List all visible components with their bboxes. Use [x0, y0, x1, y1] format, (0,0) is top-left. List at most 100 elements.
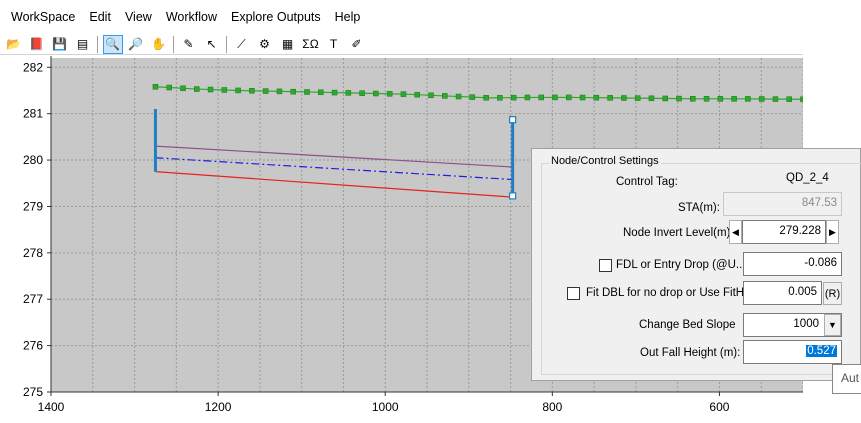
- add-point-icon[interactable]: ✎: [183, 37, 194, 51]
- save-icon[interactable]: 💾: [52, 37, 67, 51]
- toolbar-separator: [173, 35, 174, 53]
- series-line-2: [155, 157, 513, 181]
- series-marker: [731, 96, 737, 102]
- sta-field: 847.53: [723, 192, 842, 216]
- series-marker: [634, 95, 641, 101]
- series-marker: [194, 86, 200, 92]
- series-marker: [717, 96, 724, 102]
- series-marker: [180, 85, 186, 92]
- fit-dbl-label: Fit DBL for no drop or Use FitHt:: [586, 287, 751, 299]
- series-marker: [579, 94, 586, 101]
- series-marker: [262, 88, 269, 94]
- series-marker: [745, 96, 751, 102]
- series-marker: [566, 94, 572, 101]
- series-marker: [359, 90, 365, 96]
- x-tick-label: 1200: [205, 400, 232, 414]
- node-control-settings-panel: Node/Control Settings Control Tag: QD_2_…: [531, 148, 861, 381]
- fdl-label: FDL or Entry Drop (@U...: [616, 259, 746, 271]
- series-marker: [442, 93, 448, 99]
- series-marker: [455, 93, 462, 100]
- series-marker: [290, 88, 296, 95]
- node-settings-icon[interactable]: ⚙: [259, 37, 270, 51]
- layer-pencil-icon[interactable]: ✐: [351, 37, 362, 51]
- fit-dbl-checkbox[interactable]: [567, 287, 580, 300]
- series-marker: [276, 88, 283, 95]
- open-folder-icon[interactable]: 📂: [6, 37, 21, 51]
- chevron-down-icon[interactable]: ▼: [824, 314, 841, 336]
- properties-icon[interactable]: ▤: [76, 37, 89, 51]
- menu-explore-outputs[interactable]: Explore Outputs: [230, 10, 321, 24]
- series-marker: [469, 94, 476, 100]
- series-marker: [304, 89, 310, 95]
- series-marker: [166, 84, 172, 91]
- toolbar: 📂 📕 💾 ▤ 🔍 🔎 ✋ ✎ ↖ ⟋ ⚙ ▦ ΣΩ T ✐: [0, 34, 803, 55]
- control-tag-value: QD_2_4: [786, 172, 829, 184]
- series-marker: [386, 91, 393, 97]
- series-marker: [331, 89, 338, 96]
- fdl-checkbox[interactable]: [599, 259, 612, 272]
- series-marker: [662, 95, 668, 102]
- y-tick-label: 278: [23, 246, 43, 260]
- series-marker: [786, 96, 792, 102]
- y-tick-label: 281: [23, 107, 43, 121]
- series-marker: [772, 96, 779, 102]
- increment-icon[interactable]: ▶: [826, 220, 839, 244]
- r-button[interactable]: (R): [823, 282, 842, 305]
- sta-label: STA(m):: [678, 202, 720, 214]
- series-marker: [676, 95, 682, 102]
- y-tick-label: 276: [23, 339, 43, 353]
- pdf-export-icon[interactable]: 📕: [29, 37, 44, 51]
- zoom-in-icon[interactable]: 🔎: [128, 37, 143, 51]
- profile-line-icon[interactable]: ⟋: [237, 37, 246, 51]
- series-marker: [621, 95, 627, 101]
- series-marker: [758, 96, 765, 102]
- select-arrow-icon[interactable]: ↖: [206, 37, 217, 51]
- out-fall-height-field[interactable]: 0.527: [743, 340, 842, 364]
- series-marker: [207, 86, 214, 93]
- menu-help[interactable]: Help: [334, 10, 361, 24]
- node-control-settings-group: Node/Control Settings Control Tag: QD_2_…: [541, 155, 861, 375]
- node-invert-level-field[interactable]: 279.228: [742, 220, 826, 244]
- series-marker: [703, 96, 710, 102]
- decrement-icon[interactable]: ◀: [729, 220, 742, 244]
- series-marker: [510, 94, 517, 101]
- series-marker: [428, 92, 434, 99]
- series-marker: [607, 95, 613, 101]
- tooltip: Aut: [832, 364, 861, 394]
- text-tool-icon[interactable]: T: [329, 37, 338, 51]
- series-marker: [221, 87, 228, 93]
- series-line-1: [155, 145, 513, 168]
- menu-workspace[interactable]: WorkSpace: [11, 10, 76, 24]
- series-marker: [483, 94, 489, 101]
- sum-icon[interactable]: ΣΩ: [302, 37, 319, 51]
- series-marker: [400, 91, 407, 97]
- series-marker: [800, 96, 803, 103]
- out-fall-height-value: 0.527: [806, 345, 837, 357]
- y-tick-label: 275: [23, 385, 43, 399]
- fdl-field[interactable]: -0.086: [743, 252, 842, 276]
- x-tick-label: 1000: [372, 400, 399, 414]
- series-marker: [373, 90, 379, 97]
- pan-hand-icon[interactable]: ✋: [151, 37, 166, 51]
- zoom-window-icon[interactable]: 🔍: [102, 34, 123, 54]
- series-marker: [648, 95, 655, 102]
- series-marker: [690, 96, 696, 102]
- x-tick-label: 1400: [38, 400, 65, 414]
- x-tick-label: 800: [542, 400, 562, 414]
- y-tick-label: 277: [23, 292, 43, 306]
- menu-bar: WorkSpace Edit View Workflow Explore Outputs…: [0, 0, 861, 34]
- y-tick-label: 280: [23, 153, 43, 167]
- node-invert-level-label: Node Invert Level(m):: [623, 227, 734, 239]
- menu-workflow[interactable]: Workflow: [165, 10, 217, 24]
- series-marker: [524, 94, 531, 101]
- grid-table-icon[interactable]: ▦: [281, 37, 294, 51]
- toolbar-separator: [226, 35, 227, 53]
- toolbar-separator: [97, 35, 98, 53]
- series-marker: [318, 89, 324, 96]
- x-tick-label: 600: [709, 400, 729, 414]
- series-marker: [345, 90, 352, 96]
- fit-dbl-field[interactable]: 0.005: [743, 281, 822, 305]
- menu-edit[interactable]: Edit: [89, 10, 111, 24]
- menu-view[interactable]: View: [124, 10, 152, 24]
- out-fall-height-label: Out Fall Height (m):: [640, 347, 741, 359]
